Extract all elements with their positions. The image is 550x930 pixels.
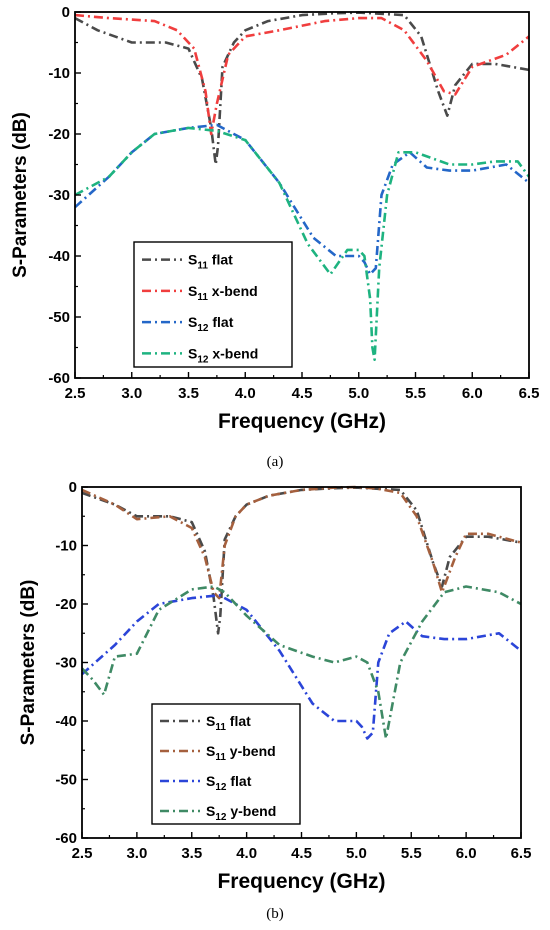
legend-entry-1: S11 flat xyxy=(188,252,233,272)
y-tick-label: -20 xyxy=(55,596,77,613)
y-tick-label: -50 xyxy=(55,772,77,789)
x-tick-label: 5.5 xyxy=(401,845,422,862)
legend: S11 flat S11 y-bend S12 flat S12 y-bend xyxy=(151,703,301,825)
plot-frame xyxy=(81,486,522,839)
series-line-3 xyxy=(74,123,530,276)
x-tick-label: 6.5 xyxy=(511,845,532,862)
y-tick-label: -40 xyxy=(55,713,77,730)
legend-entry-3: S12 flat xyxy=(206,773,252,793)
series-line-2 xyxy=(74,13,530,136)
chart-panel-b: 2.5 3.0 3.5 4.0 4.5 5.0 5.5 6.0 6.5 0 -10 -20 -30 -40… xyxy=(18,479,531,922)
series-line-1 xyxy=(81,486,522,635)
series-line-4 xyxy=(81,585,522,740)
legend-entry-4: S12 y-bend xyxy=(206,803,276,823)
x-tick-label: 2.5 xyxy=(65,385,86,402)
x-tick-label: 6.0 xyxy=(462,385,483,402)
series-line-3 xyxy=(81,593,522,740)
x-tick-label: 5.5 xyxy=(405,385,426,402)
y-tick-label: -30 xyxy=(55,655,77,672)
y-tick-label: -20 xyxy=(48,126,70,143)
legend-entry-4: S12 x-bend xyxy=(188,345,258,365)
y-tick-label: -60 xyxy=(48,370,70,387)
legend-entry-3: S12 flat xyxy=(188,314,234,334)
y-axis-label: S-Parameters (dB) xyxy=(10,112,31,278)
y-tick-label: 0 xyxy=(62,4,70,21)
y-tick-label: -50 xyxy=(48,309,70,326)
x-tick-label: 5.0 xyxy=(348,385,369,402)
figure-caption: (a) xyxy=(267,454,284,470)
legend-box xyxy=(133,241,293,368)
legend-entry-2: S11 x-bend xyxy=(188,283,258,303)
chart-panel-a: 2.5 3.0 3.5 4.0 4.5 5.0 5.5 6.0 6.5 0 -10 -20 -30 -40… xyxy=(10,4,539,470)
y-tick-label: -40 xyxy=(48,248,70,265)
x-tick-label: 4.5 xyxy=(292,385,313,402)
x-tick-label: 3.0 xyxy=(126,845,147,862)
series-line-4 xyxy=(74,126,531,362)
x-tick-label: 4.0 xyxy=(235,385,256,402)
x-tick-label: 4.0 xyxy=(236,845,257,862)
y-tick-label: -30 xyxy=(48,187,70,204)
x-axis-label: Frequency (GHz) xyxy=(218,410,386,433)
series-line-1 xyxy=(74,11,530,166)
x-tick-label: 3.5 xyxy=(181,845,202,862)
legend: S11 flat S11 x-bend S12 flat S12 x-bend xyxy=(133,241,293,368)
x-tick-label: 5.0 xyxy=(346,845,367,862)
x-tick-label: 6.5 xyxy=(519,385,540,402)
legend-entry-2: S11 y-bend xyxy=(206,743,276,763)
y-tick-label: 0 xyxy=(69,479,77,496)
legend-entry-1: S11 flat xyxy=(206,713,251,733)
series-line-2 xyxy=(81,485,522,600)
y-tick-label: -10 xyxy=(55,538,77,555)
x-tick-label: 2.5 xyxy=(72,845,93,862)
x-tick-label: 4.5 xyxy=(291,845,312,862)
y-tick-label: -10 xyxy=(48,65,70,82)
legend-box xyxy=(151,703,301,825)
x-tick-label: 3.5 xyxy=(178,385,199,402)
x-tick-label: 6.0 xyxy=(456,845,477,862)
y-tick-label: -60 xyxy=(55,830,77,847)
x-axis-label: Frequency (GHz) xyxy=(217,870,385,893)
y-axis-label: S-Parameters (dB) xyxy=(18,580,39,746)
figure-caption: (b) xyxy=(266,906,284,922)
x-tick-label: 3.0 xyxy=(121,385,142,402)
